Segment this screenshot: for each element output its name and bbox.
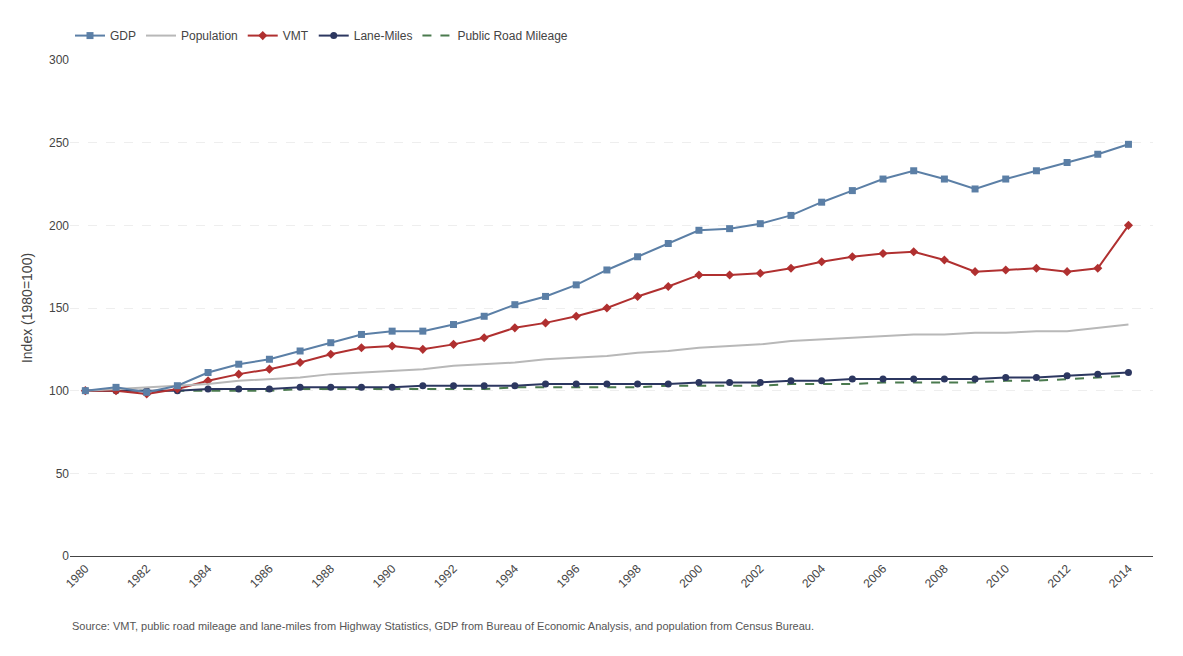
svg-text:2014: 2014: [1106, 562, 1135, 591]
svg-text:50: 50: [56, 467, 70, 481]
svg-text:200: 200: [49, 219, 69, 233]
svg-text:Public Road Mileage: Public Road Mileage: [457, 29, 567, 43]
svg-text:150: 150: [49, 301, 69, 315]
svg-text:VMT: VMT: [283, 29, 309, 43]
svg-text:2004: 2004: [799, 562, 828, 591]
svg-text:Population: Population: [181, 29, 238, 43]
svg-text:2008: 2008: [922, 562, 951, 591]
svg-text:1990: 1990: [370, 562, 399, 591]
svg-text:2002: 2002: [738, 562, 767, 591]
svg-text:Source: VMT, public road milea: Source: VMT, public road mileage and lan…: [72, 620, 814, 632]
svg-text:Index (1980=100): Index (1980=100): [19, 253, 35, 363]
svg-text:1994: 1994: [492, 562, 521, 591]
svg-text:1986: 1986: [247, 562, 276, 591]
svg-text:300: 300: [49, 53, 69, 67]
svg-text:1988: 1988: [308, 562, 337, 591]
svg-text:GDP: GDP: [110, 29, 136, 43]
svg-text:1998: 1998: [615, 562, 644, 591]
svg-text:2010: 2010: [983, 562, 1012, 591]
svg-text:2000: 2000: [677, 562, 706, 591]
svg-text:1992: 1992: [431, 562, 460, 591]
svg-text:1980: 1980: [63, 562, 92, 591]
svg-text:0: 0: [62, 549, 69, 563]
svg-text:2012: 2012: [1045, 562, 1074, 591]
svg-text:250: 250: [49, 136, 69, 150]
svg-text:Lane-Miles: Lane-Miles: [354, 29, 413, 43]
svg-text:1996: 1996: [554, 562, 583, 591]
svg-text:100: 100: [49, 384, 69, 398]
svg-text:1982: 1982: [124, 562, 153, 591]
svg-text:1984: 1984: [186, 562, 215, 591]
svg-text:2006: 2006: [861, 562, 890, 591]
